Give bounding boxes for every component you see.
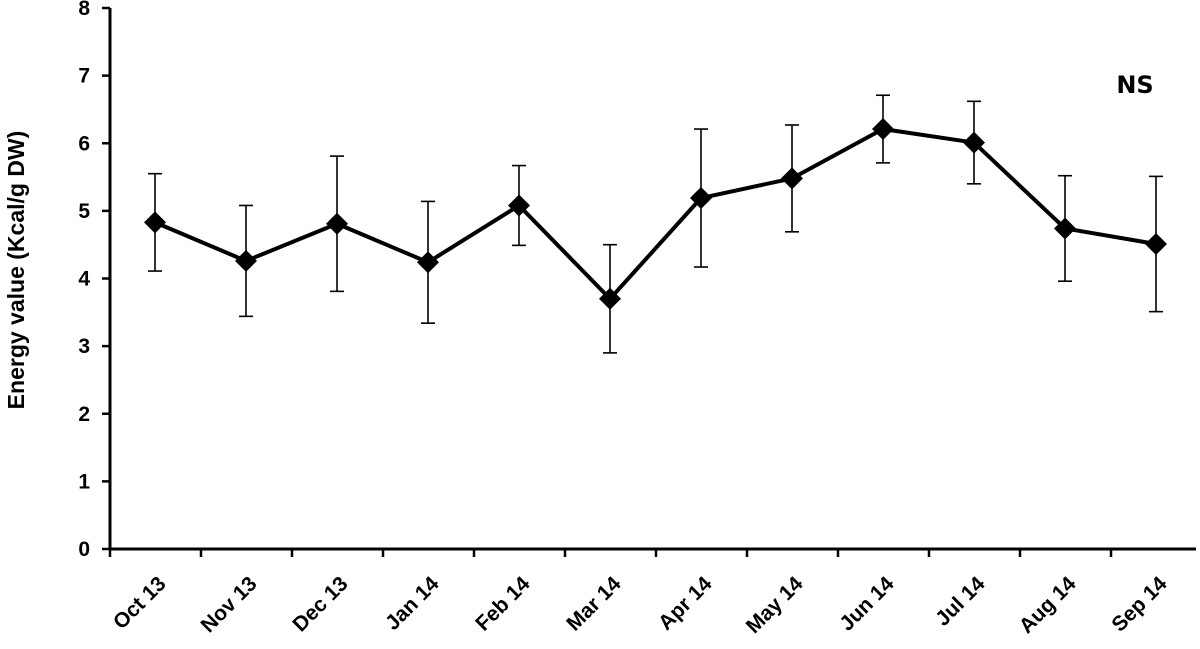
y-axis-label: Energy value (Kcal/g DW) [3, 131, 29, 410]
data-point [599, 287, 621, 310]
y-tick-label: 1 [78, 470, 90, 493]
x-tick-label: Apr 14 [654, 572, 717, 635]
y-tick-label: 0 [78, 538, 90, 561]
x-tick-label: Nov 13 [197, 572, 262, 637]
x-tick-label: Sep 14 [1107, 572, 1171, 636]
x-tick-label: Jan 14 [381, 572, 444, 635]
y-tick-label: 6 [78, 132, 90, 155]
x-tick-label: Mar 14 [562, 572, 626, 636]
y-tick-label: 5 [78, 200, 90, 223]
data-point [690, 187, 712, 210]
data-point [235, 249, 257, 272]
data-point [326, 212, 348, 235]
data-point [144, 211, 166, 234]
annotation-ns: NS [1116, 71, 1153, 99]
x-tick-label: Jul 14 [931, 572, 990, 631]
x-tick-label: May 14 [742, 572, 808, 638]
x-tick-label: Dec 13 [288, 572, 352, 636]
x-tick-label: Feb 14 [471, 572, 535, 636]
x-tick-label: Aug 14 [1015, 572, 1081, 638]
y-tick-label: 3 [78, 335, 90, 358]
y-tick-label: 8 [78, 0, 90, 20]
y-tick-label: 2 [78, 403, 90, 426]
x-tick-label: Jun 14 [835, 572, 899, 636]
series-line [154, 127, 1157, 301]
data-point [1145, 233, 1167, 256]
y-tick-label: 7 [78, 65, 90, 88]
data-point [781, 167, 803, 190]
data-point [872, 118, 894, 141]
y-tick-label: 4 [78, 268, 90, 291]
data-point [1054, 217, 1076, 240]
data-point [417, 251, 439, 274]
data-point [963, 131, 985, 154]
x-tick-label: Oct 13 [109, 572, 171, 634]
data-point [508, 194, 530, 217]
